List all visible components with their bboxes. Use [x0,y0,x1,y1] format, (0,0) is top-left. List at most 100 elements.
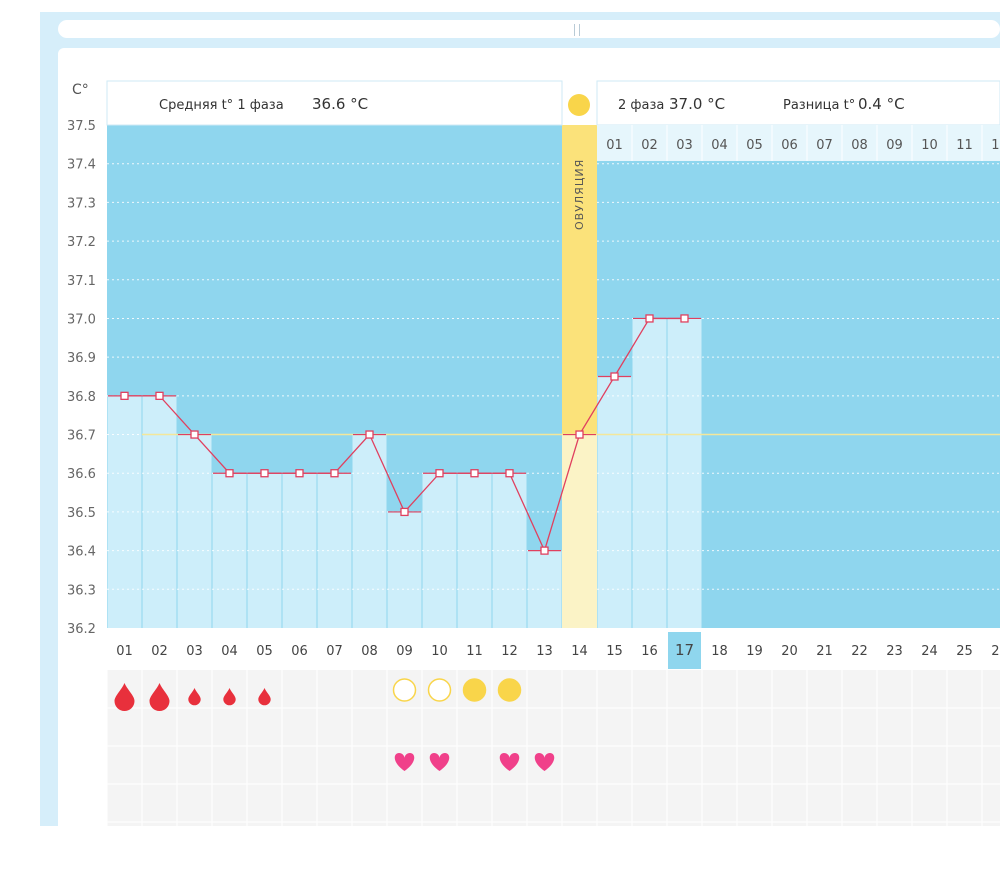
day-label[interactable]: 11 [466,644,483,659]
day-label[interactable]: 09 [396,644,413,659]
heart-icon[interactable] [534,753,555,771]
y-tick-label: 36.2 [67,622,96,637]
temperature-bar [177,434,212,628]
temperature-point[interactable] [540,546,549,555]
day-label[interactable]: 26 [991,644,1000,659]
y-tick-label: 36.4 [67,545,96,560]
blood-drop-icon[interactable] [188,687,201,706]
day-label[interactable]: 17 [675,641,694,659]
temperature-point[interactable] [400,507,409,517]
phase2-day-number: 07 [816,138,833,153]
day-label[interactable]: 18 [711,644,728,659]
phase2-day-number: 11 [956,138,973,153]
phase2-day-number: 09 [886,138,903,153]
y-tick-label: 36.6 [67,467,96,482]
phase2-day-number: 03 [676,138,693,153]
phase2-day-number: 04 [711,138,728,153]
y-tick-label: 36.5 [67,506,96,521]
temperature-point[interactable] [155,391,164,400]
day-label[interactable]: 23 [886,644,903,659]
day-label[interactable]: 05 [256,644,273,659]
temperature-point[interactable] [470,469,479,478]
phase2-label: 2 фаза [618,98,664,113]
temperature-point[interactable] [330,469,339,478]
y-tick-label: 36.3 [67,583,96,598]
temperature-point[interactable] [505,469,514,478]
y-tick-label: 37.5 [67,119,96,134]
phase2-day-number: 01 [606,138,623,153]
filled-circle-icon[interactable] [462,678,487,702]
temperature-bar [597,376,632,628]
day-label[interactable]: 22 [851,644,868,659]
temperature-point[interactable] [365,430,374,439]
temperature-point[interactable] [680,314,689,323]
day-label[interactable]: 07 [326,644,343,659]
phase2-value: 37.0 °C [669,95,725,113]
day-label[interactable]: 02 [151,644,168,659]
unit-label: C° [72,82,89,98]
empty-circle-icon[interactable] [392,678,417,702]
y-tick-label: 36.8 [67,390,96,405]
temperature-point[interactable] [225,469,234,478]
temperature-point[interactable] [645,314,654,323]
day-label[interactable]: 21 [816,644,833,659]
day-label[interactable]: 01 [116,644,133,659]
day-label[interactable]: 24 [921,644,938,659]
ovulation-label: ОВУЛЯЦИЯ [573,159,586,230]
y-tick-label: 37.3 [67,196,96,211]
phase2-header-box [596,80,1000,126]
temperature-point[interactable] [295,469,304,478]
temperature-point[interactable] [190,430,199,439]
temperature-point[interactable] [435,469,444,478]
day-label[interactable]: 04 [221,644,238,659]
phase2-day-number: 06 [781,138,798,153]
empty-circle-icon[interactable] [427,678,452,702]
day-label[interactable]: 20 [781,644,798,659]
phase2-day-number: 12 [991,138,1000,153]
day-label[interactable]: 03 [186,644,203,659]
temperature-chart: C° Средняя t° 1 фаза 36.6 °C 2 фаза 37.0… [67,80,1000,826]
y-tick-label: 37.4 [67,158,96,173]
day-label[interactable]: 06 [291,644,308,659]
y-tick-label: 37.2 [67,235,96,250]
temperature-point[interactable] [610,372,619,381]
blood-drop-icon[interactable] [114,683,135,711]
chart-panel: C° Средняя t° 1 фаза 36.6 °C 2 фаза 37.0… [58,48,1000,826]
phase2-day-number: 02 [641,138,658,153]
ovulation-column-lower [562,434,597,628]
phase2-day-number: 05 [746,138,763,153]
blood-drop-icon[interactable] [258,687,271,706]
day-label[interactable]: 15 [606,644,623,659]
y-tick-label: 36.7 [67,429,96,444]
diff-label: Разница t° [783,98,855,113]
day-label[interactable]: 10 [431,644,448,659]
day-label[interactable]: 13 [536,644,553,659]
day-label[interactable]: 08 [361,644,378,659]
current-day-highlight[interactable] [668,632,701,669]
day-label[interactable]: 14 [571,644,588,659]
ovulation-column [562,125,597,435]
day-label-row [107,630,1000,670]
heart-icon[interactable] [429,753,450,771]
ovulation-sun-icon [568,94,590,116]
blood-drop-icon[interactable] [149,683,170,711]
phase1-value: 36.6 °C [312,95,368,113]
temperature-point[interactable] [260,469,269,478]
y-tick-label: 37.0 [67,312,96,327]
day-label[interactable]: 25 [956,644,973,659]
resize-grip[interactable] [574,24,580,36]
heart-icon[interactable] [394,753,415,771]
day-label[interactable]: 16 [641,644,658,659]
phase2-day-number: 08 [851,138,868,153]
y-tick-label: 36.9 [67,351,96,366]
phase1-label: Средняя t° 1 фаза [159,98,284,113]
temperature-point[interactable] [120,391,129,400]
temperature-bar [352,434,387,628]
day-label[interactable]: 12 [501,644,518,659]
heart-icon[interactable] [499,753,520,771]
y-tick-label: 37.1 [67,274,96,289]
temperature-point[interactable] [575,430,584,439]
filled-circle-icon[interactable] [497,678,522,702]
day-label[interactable]: 19 [746,644,763,659]
blood-drop-icon[interactable] [223,687,236,706]
